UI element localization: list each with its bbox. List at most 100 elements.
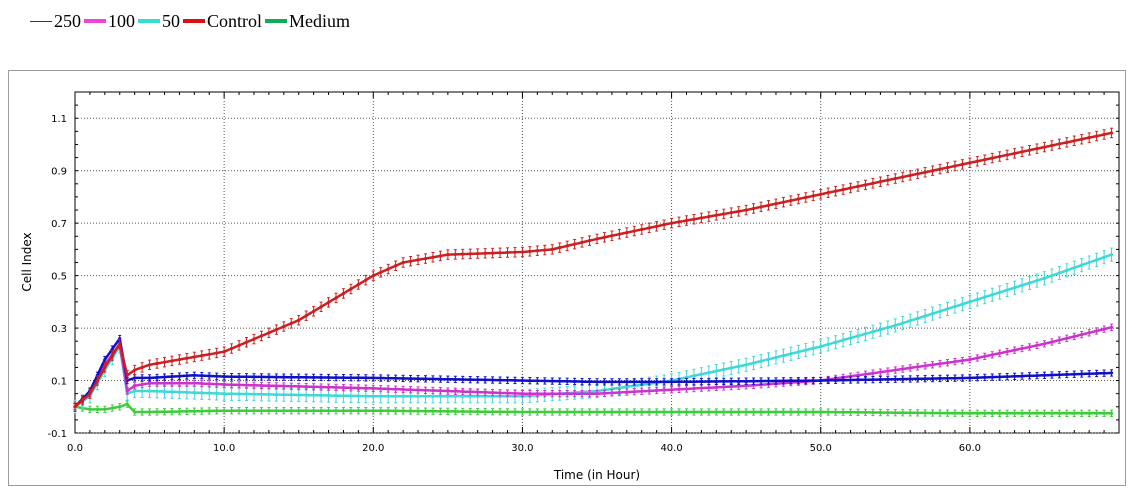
data-point xyxy=(841,338,845,342)
data-point xyxy=(573,379,577,384)
data-point xyxy=(364,376,368,380)
data-point xyxy=(468,394,472,398)
x-tick-labels: 0.0 10.0 20.0 30.0 40.0 50.0 60.0 xyxy=(67,443,981,454)
data-point xyxy=(692,410,696,414)
data-point xyxy=(938,362,942,366)
data-point xyxy=(938,376,942,381)
data-point xyxy=(916,316,920,320)
data-point xyxy=(200,391,204,395)
data-point xyxy=(990,411,994,415)
data-point xyxy=(1035,278,1039,283)
data-point xyxy=(140,382,144,387)
data-point xyxy=(379,376,383,380)
data-point xyxy=(386,394,390,398)
data-point xyxy=(162,360,167,364)
data-point xyxy=(722,410,726,414)
data-point xyxy=(453,389,457,393)
data-point xyxy=(326,300,331,304)
data-point xyxy=(1050,340,1054,344)
data-point xyxy=(983,411,987,415)
data-point xyxy=(1095,134,1099,138)
data-point xyxy=(140,365,144,370)
data-point xyxy=(170,359,174,363)
data-point xyxy=(871,378,875,382)
data-point xyxy=(252,409,256,413)
data-point xyxy=(394,376,398,380)
data-point xyxy=(908,411,912,415)
data-point xyxy=(1057,373,1061,377)
data-point xyxy=(975,356,979,360)
data-point xyxy=(215,351,219,355)
data-point xyxy=(304,314,308,318)
data-point xyxy=(901,367,905,371)
data-point xyxy=(289,384,293,388)
legend-item-250: 250 xyxy=(30,11,81,32)
data-point xyxy=(326,409,331,413)
data-point xyxy=(215,391,219,395)
data-point xyxy=(408,394,413,398)
data-point xyxy=(863,372,868,376)
data-point xyxy=(1087,260,1091,265)
data-point xyxy=(1013,286,1017,290)
data-point xyxy=(386,409,390,413)
data-point xyxy=(408,409,413,413)
data-point xyxy=(662,380,666,384)
data-point xyxy=(647,389,651,393)
data-point xyxy=(923,170,927,174)
data-point xyxy=(737,379,741,383)
data-point xyxy=(766,410,771,414)
data-point xyxy=(714,410,718,414)
data-point xyxy=(841,378,845,382)
data-point xyxy=(140,410,144,414)
data-point xyxy=(968,357,972,362)
data-point xyxy=(207,382,211,386)
data-point xyxy=(968,376,972,380)
data-point xyxy=(826,378,830,383)
data-point xyxy=(133,368,137,372)
data-point xyxy=(796,197,800,201)
data-point xyxy=(394,387,398,391)
y-axis-title: Cell Index xyxy=(20,232,34,291)
series-control xyxy=(73,127,1114,412)
data-point xyxy=(722,379,726,383)
data-point xyxy=(587,380,592,384)
data-point xyxy=(1035,343,1039,347)
data-point xyxy=(729,211,733,215)
data-point xyxy=(565,244,569,248)
data-point xyxy=(655,380,659,384)
data-point xyxy=(483,390,487,394)
data-point xyxy=(796,379,800,383)
data-point xyxy=(953,360,957,364)
data-point xyxy=(714,385,718,389)
data-point xyxy=(408,376,413,381)
data-point xyxy=(707,214,711,219)
data-point xyxy=(177,409,181,414)
data-point xyxy=(848,186,853,190)
data-point xyxy=(341,409,346,413)
data-point xyxy=(647,410,651,414)
data-point xyxy=(1050,373,1054,377)
data-point xyxy=(1095,329,1099,333)
data-point xyxy=(692,380,696,384)
data-point xyxy=(215,409,219,413)
data-point xyxy=(625,410,629,414)
data-point xyxy=(259,383,264,388)
data-point xyxy=(177,374,181,378)
data-point xyxy=(744,410,748,414)
data-point xyxy=(729,410,733,414)
data-point xyxy=(535,410,539,414)
data-point xyxy=(1109,325,1114,329)
data-point xyxy=(1080,263,1084,267)
data-point xyxy=(222,350,226,354)
data-point xyxy=(386,387,390,391)
data-point xyxy=(1109,131,1114,135)
data-point xyxy=(423,409,428,413)
data-point xyxy=(692,386,696,391)
data-point xyxy=(707,386,711,390)
data-point xyxy=(1005,350,1009,354)
data-point xyxy=(550,379,554,383)
data-point xyxy=(334,375,338,380)
data-point xyxy=(625,380,629,384)
data-point xyxy=(80,398,85,402)
data-point xyxy=(110,347,114,351)
